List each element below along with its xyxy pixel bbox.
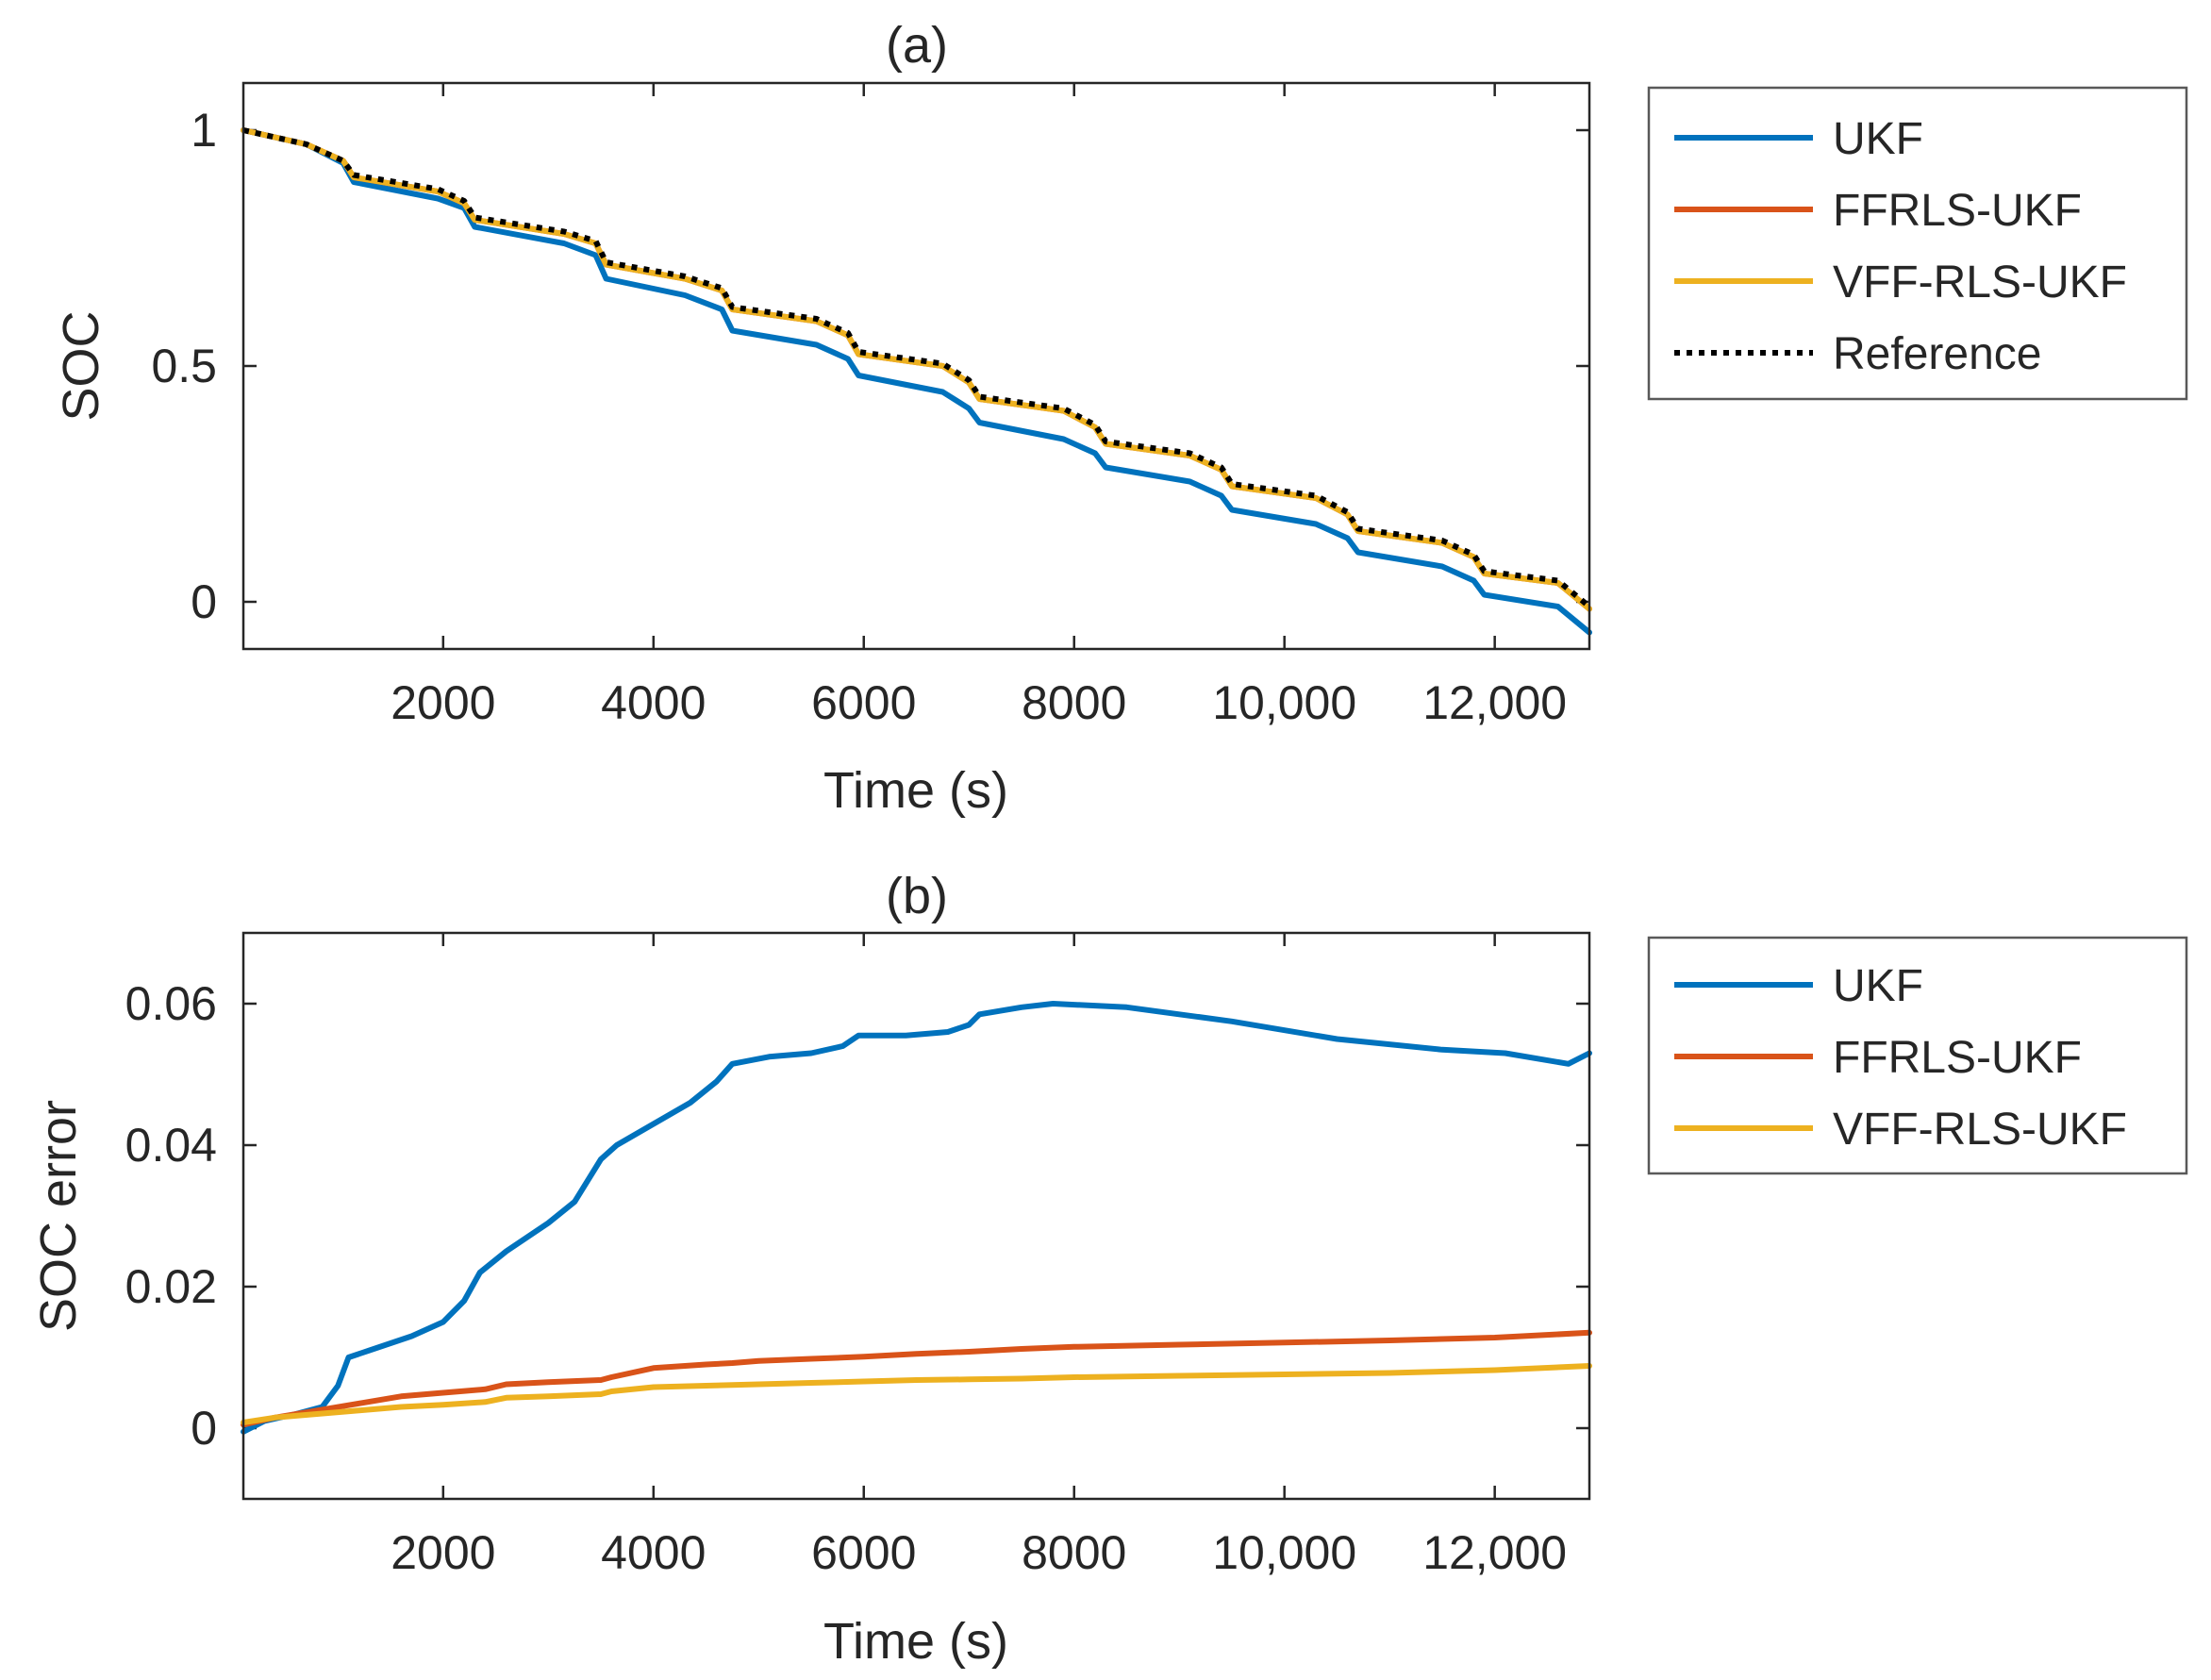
panel-b-ytick-label: 0.06: [125, 977, 217, 1030]
panel-a-series-ukf: [241, 127, 1592, 636]
panel-b-axes-box: [241, 931, 1591, 1501]
panel-a-axes-box: [241, 81, 1591, 651]
legend-vff-rls-ukf-label: VFF-RLS-UKF: [1833, 1105, 2127, 1155]
panel-a-xtick-label: 8000: [1022, 676, 1126, 729]
panel-b-x-axis-title: Time (s): [823, 1613, 1008, 1670]
panel-a-ytick-label: 0: [191, 575, 217, 628]
panel-b-y-axis-title: SOC error: [30, 1100, 87, 1332]
panel-b-series-ffrls-ukf: [241, 1329, 1592, 1428]
panel-b: (b) 2000 4000 6000 8000 10,000 12,000 0 …: [30, 868, 2188, 1670]
panel-b-xtick-label: 4000: [601, 1526, 706, 1579]
panel-b-ytick-label: 0: [191, 1402, 217, 1455]
panel-b-series-ukf: [241, 1001, 1592, 1435]
legend-ukf-label: UKF: [1833, 961, 1923, 1011]
panel-b-legend: UKF FFRLS-UKF VFF-RLS-UKF: [1647, 936, 2188, 1175]
legend-reference-label: Reference: [1833, 329, 2041, 379]
panel-a-xtick-label: 6000: [811, 676, 916, 729]
panel-a-xtick-label: 2000: [391, 676, 495, 729]
panel-a-title: (a): [886, 17, 948, 74]
panel-a: (a) 2000 4000 6000 8000 10,000 12,000 0 …: [53, 17, 2188, 819]
panel-b-series: [241, 1001, 1592, 1435]
panel-a-xtick-label: 4000: [601, 676, 706, 729]
panel-a-x-axis-title: Time (s): [823, 762, 1008, 819]
legend-ffrls-ukf-label: FFRLS-UKF: [1833, 186, 2082, 236]
panel-b-xtick-label: 12,000: [1422, 1526, 1567, 1579]
legend-ffrls-ukf-label: FFRLS-UKF: [1833, 1033, 2082, 1083]
legend-vff-rls-ukf-label: VFF-RLS-UKF: [1833, 258, 2127, 308]
panel-a-ytick-label: 0.5: [151, 340, 217, 392]
panel-b-xtick-label: 6000: [811, 1526, 916, 1579]
legend-ukf-label: UKF: [1833, 114, 1923, 164]
panel-a-y-axis-title: SOC: [53, 310, 109, 421]
panel-b-xtick-label: 8000: [1022, 1526, 1126, 1579]
panel-a-plot-area: [243, 83, 1589, 649]
panel-a-xtick-label: 12,000: [1422, 676, 1567, 729]
panel-b-ytick-label: 0.04: [125, 1119, 217, 1172]
panel-b-xtick-label: 2000: [391, 1526, 495, 1579]
panel-a-series: [241, 127, 1592, 636]
panel-a-legend: UKF FFRLS-UKF VFF-RLS-UKF Reference: [1647, 86, 2188, 401]
panel-a-ytick-label: 1: [191, 104, 217, 157]
panel-b-xtick-label: 10,000: [1212, 1526, 1356, 1579]
panel-a-series-vff-rls-ukf: [241, 127, 1592, 612]
panel-b-ytick-label: 0.02: [125, 1260, 217, 1313]
panel-b-plot-area: [243, 933, 1589, 1499]
panel-a-xtick-label: 10,000: [1212, 676, 1356, 729]
panel-b-title: (b): [886, 868, 948, 924]
panel-b-series-vff-rls-ukf: [241, 1363, 1592, 1425]
